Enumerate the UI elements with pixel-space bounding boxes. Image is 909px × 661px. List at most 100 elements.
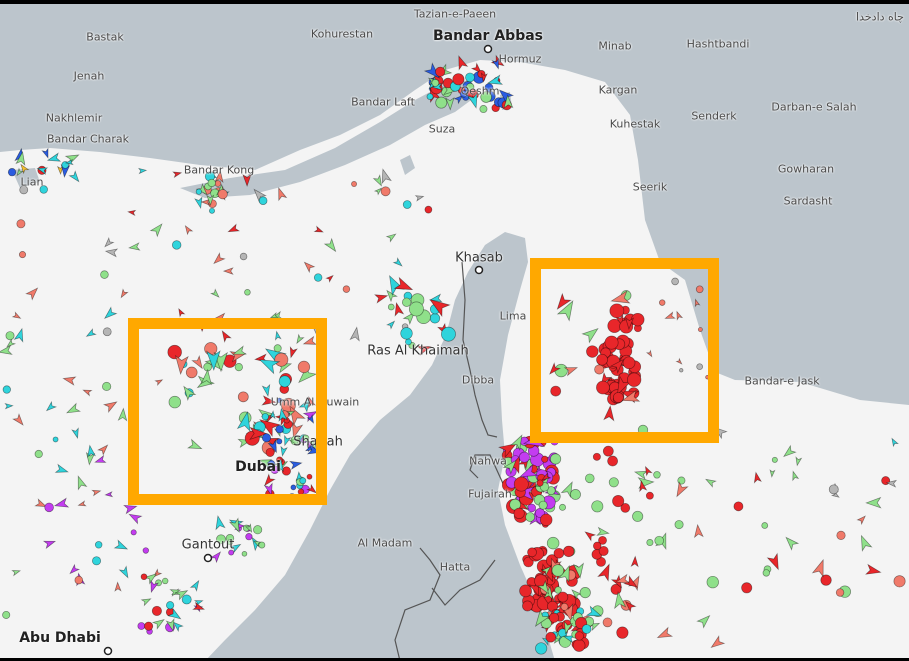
vessel-moving-icon[interactable]	[325, 274, 334, 283]
vessel-stationary-icon[interactable]	[185, 366, 198, 379]
vessel-moving-icon[interactable]	[543, 585, 554, 600]
vessel-moving-icon[interactable]	[694, 298, 701, 308]
vessel-moving-icon[interactable]	[856, 515, 866, 526]
vessel-moving-icon[interactable]	[275, 330, 282, 341]
vessel-moving-icon[interactable]	[117, 407, 128, 422]
vessel-moving-icon[interactable]	[82, 389, 93, 397]
vessel-moving-icon[interactable]	[165, 618, 175, 632]
vessel-stationary-icon[interactable]	[554, 586, 562, 594]
vessel-stationary-icon[interactable]	[513, 507, 525, 519]
vessel-moving-icon[interactable]	[372, 174, 382, 187]
vessel-stationary-icon[interactable]	[424, 205, 433, 214]
vessel-moving-icon[interactable]	[769, 469, 776, 478]
vessel-moving-icon[interactable]	[630, 555, 639, 568]
vessel-moving-icon[interactable]	[259, 419, 282, 438]
vessel-stationary-icon[interactable]	[654, 535, 665, 546]
vessel-stationary-icon[interactable]	[94, 541, 103, 549]
vessel-moving-icon[interactable]	[20, 163, 30, 175]
vessel-stationary-icon[interactable]	[538, 500, 548, 510]
vessel-stationary-icon[interactable]	[741, 582, 753, 594]
vessel-stationary-icon[interactable]	[276, 397, 283, 404]
vessel-moving-icon[interactable]	[785, 536, 800, 551]
vessel-moving-icon[interactable]	[458, 55, 469, 71]
vessel-stationary-icon[interactable]	[610, 583, 622, 595]
vessel-stationary-icon[interactable]	[74, 575, 84, 585]
vessel-moving-icon[interactable]	[623, 575, 638, 588]
vessel-moving-icon[interactable]	[214, 169, 224, 183]
vessel-moving-icon[interactable]	[261, 395, 277, 406]
vessel-moving-icon[interactable]	[261, 383, 271, 397]
vessel-stationary-icon[interactable]	[620, 503, 631, 513]
vessel-stationary-icon[interactable]	[465, 72, 475, 83]
vessel-stationary-icon[interactable]	[534, 507, 545, 518]
vessel-stationary-icon[interactable]	[596, 380, 610, 395]
vessel-moving-icon[interactable]	[169, 589, 181, 597]
vessel-moving-icon[interactable]	[466, 92, 478, 109]
vessel-moving-icon[interactable]	[62, 376, 77, 386]
vessel-stationary-icon[interactable]	[245, 533, 253, 541]
vessel-stationary-icon[interactable]	[695, 285, 704, 294]
vessel-stationary-icon[interactable]	[275, 425, 284, 434]
vessel-moving-icon[interactable]	[303, 261, 316, 274]
vessel-moving-icon[interactable]	[280, 445, 288, 457]
vessel-stationary-icon[interactable]	[536, 479, 544, 487]
vessel-moving-icon[interactable]	[278, 187, 288, 202]
vessel-moving-icon[interactable]	[540, 565, 552, 577]
vessel-moving-icon[interactable]	[104, 306, 118, 319]
vessel-moving-icon[interactable]	[289, 346, 298, 359]
vessel-stationary-icon[interactable]	[261, 433, 272, 443]
vessel-moving-icon[interactable]	[252, 540, 263, 548]
vessel-stationary-icon[interactable]	[602, 617, 613, 628]
vessel-moving-icon[interactable]	[94, 454, 107, 463]
vessel-moving-icon[interactable]	[104, 237, 115, 248]
vessel-moving-icon[interactable]	[470, 62, 483, 74]
vessel-moving-icon[interactable]	[585, 605, 603, 617]
vessel-stationary-icon[interactable]	[452, 73, 465, 86]
vessel-stationary-icon[interactable]	[545, 631, 557, 643]
vessel-moving-icon[interactable]	[174, 354, 189, 376]
vessel-moving-icon[interactable]	[244, 523, 253, 533]
vessel-moving-icon[interactable]	[221, 330, 232, 343]
vessel-moving-icon[interactable]	[263, 482, 273, 497]
vessel-moving-icon[interactable]	[184, 225, 194, 236]
vessel-stationary-icon[interactable]	[161, 577, 169, 585]
vessel-stationary-icon[interactable]	[596, 353, 608, 366]
vessel-stationary-icon[interactable]	[679, 368, 684, 373]
vessel-moving-icon[interactable]	[302, 335, 318, 345]
vessel-moving-icon[interactable]	[645, 349, 653, 358]
vessel-stationary-icon[interactable]	[572, 639, 586, 652]
vessel-moving-icon[interactable]	[249, 426, 269, 440]
vessel-stationary-icon[interactable]	[697, 327, 703, 332]
vessel-moving-icon[interactable]	[753, 471, 762, 484]
vessel-moving-icon[interactable]	[140, 598, 152, 607]
vessel-stationary-icon[interactable]	[217, 189, 228, 200]
vessel-moving-icon[interactable]	[118, 565, 129, 579]
vessel-moving-icon[interactable]	[16, 167, 24, 177]
vessel-stationary-icon[interactable]	[244, 289, 251, 296]
vessel-moving-icon[interactable]	[296, 333, 305, 345]
vessel-moving-icon[interactable]	[616, 375, 632, 396]
vessel-moving-icon[interactable]	[656, 626, 674, 639]
vessel-stationary-icon[interactable]	[297, 360, 311, 374]
vessel-moving-icon[interactable]	[664, 311, 676, 319]
vessel-moving-icon[interactable]	[236, 410, 251, 432]
vessel-moving-icon[interactable]	[811, 558, 824, 578]
vessel-stationary-icon[interactable]	[518, 451, 530, 463]
vessel-moving-icon[interactable]	[114, 581, 122, 592]
vessel-moving-icon[interactable]	[68, 170, 80, 183]
vessel-stationary-icon[interactable]	[674, 520, 684, 530]
vessel-moving-icon[interactable]	[77, 500, 87, 507]
vessel-stationary-icon[interactable]	[550, 453, 562, 465]
vessel-moving-icon[interactable]	[143, 573, 158, 585]
vessel-stationary-icon[interactable]	[525, 512, 536, 522]
vessel-moving-icon[interactable]	[705, 478, 717, 488]
vessel-moving-icon[interactable]	[258, 359, 281, 375]
vessel-stationary-icon[interactable]	[92, 556, 102, 566]
vessel-moving-icon[interactable]	[229, 543, 242, 554]
vessel-stationary-icon[interactable]	[632, 510, 644, 522]
vessel-stationary-icon[interactable]	[522, 600, 533, 612]
vessel-stationary-icon[interactable]	[519, 584, 532, 598]
vessel-moving-icon[interactable]	[127, 209, 137, 217]
vessel-stationary-icon[interactable]	[771, 456, 778, 463]
vessel-moving-icon[interactable]	[386, 289, 398, 303]
